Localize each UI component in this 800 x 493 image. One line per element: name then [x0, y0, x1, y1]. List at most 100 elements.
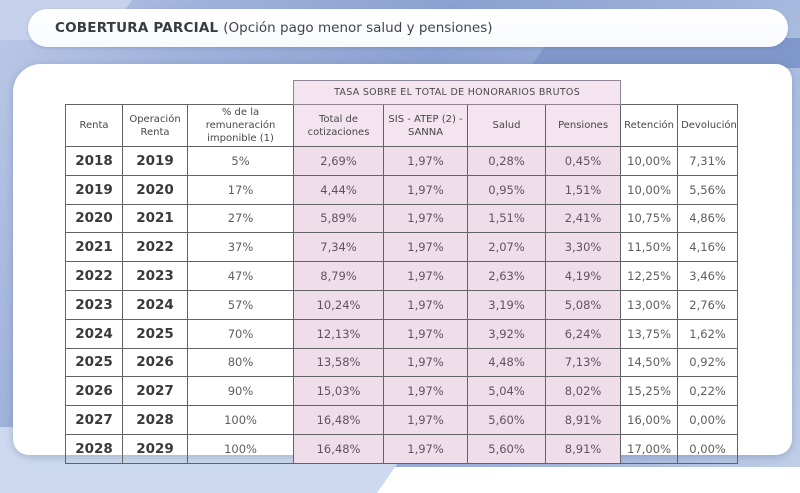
percent-cell: 5,60%	[467, 405, 547, 435]
table-row: 2018 2019 5% 2,69% 1,97% 0,28% 0,45% 10,00% 7,31…	[65, 146, 739, 176]
percent-cell: 37%	[186, 232, 295, 263]
percent-cell: 1,97%	[383, 203, 469, 234]
year-cell: 2027	[122, 376, 188, 407]
title-banner: COBERTURA PARCIAL (Opción pago menor sal…	[28, 9, 788, 47]
table-row: 2028 2029 100% 16,48% 1,97% 5,60% 8,91% 17,00% 0…	[65, 433, 739, 464]
year-cell: 2024	[122, 289, 188, 320]
percent-cell: 16,48%	[293, 405, 385, 435]
percent-cell: 0,95%	[467, 174, 547, 205]
percent-cell: 4,86%	[677, 203, 739, 234]
percent-cell: 1,97%	[383, 261, 469, 291]
column-header: Salud	[467, 104, 547, 147]
percent-cell: 27%	[186, 203, 295, 234]
percent-cell: 15,03%	[293, 376, 385, 407]
percent-cell: 4,48%	[467, 347, 547, 378]
percent-cell: 5,60%	[467, 433, 547, 464]
percent-cell: 2,69%	[293, 146, 385, 176]
percent-cell: 7,31%	[677, 146, 739, 176]
percent-cell: 3,92%	[467, 318, 547, 349]
percent-cell: 5,56%	[677, 174, 739, 205]
percent-cell: 16,00%	[620, 405, 679, 435]
percent-cell: 3,46%	[677, 261, 739, 291]
year-cell: 2023	[65, 289, 123, 320]
percent-cell: 7,34%	[293, 232, 385, 263]
year-cell: 2023	[122, 261, 188, 291]
column-header: % de la remuneración imponible (1)	[186, 104, 295, 147]
column-header: Pensiones	[545, 104, 622, 147]
percent-cell: 6,24%	[545, 318, 622, 349]
band-row: TASA SOBRE EL TOTAL DE HONORARIOS BRUTOS	[66, 80, 738, 105]
column-header: SIS - ATEP (2) - SANNA	[383, 104, 469, 147]
percent-cell: 0,22%	[677, 376, 739, 407]
percent-cell: 11,50%	[620, 232, 679, 263]
table-container: TASA SOBRE EL TOTAL DE HONORARIOS BRUTOS…	[65, 80, 739, 464]
percent-cell: 2,76%	[677, 289, 739, 320]
percent-cell: 70%	[186, 318, 295, 349]
percent-cell: 12,25%	[620, 261, 679, 291]
percent-cell: 0,00%	[677, 433, 739, 464]
page-title: COBERTURA PARCIAL	[55, 20, 219, 36]
percent-cell: 10,24%	[293, 289, 385, 320]
percent-cell: 13,00%	[620, 289, 679, 320]
percent-cell: 1,97%	[383, 347, 469, 378]
column-header: Renta	[65, 104, 123, 147]
percent-cell: 1,97%	[383, 376, 469, 407]
year-cell: 2020	[122, 174, 188, 205]
percent-cell: 1,97%	[383, 232, 469, 263]
table-row: 2024 2025 70% 12,13% 1,97% 3,92% 6,24% 13,75% 1,…	[65, 318, 739, 349]
year-cell: 2019	[65, 174, 123, 205]
year-cell: 2024	[65, 318, 123, 349]
year-cell: 2019	[122, 146, 188, 176]
percent-cell: 4,19%	[545, 261, 622, 291]
percent-cell: 10,00%	[620, 174, 679, 205]
band-spacer-right	[621, 81, 738, 105]
percent-cell: 8,02%	[545, 376, 622, 407]
percent-cell: 15,25%	[620, 376, 679, 407]
column-header: Operación Renta	[122, 104, 188, 147]
percent-cell: 0,45%	[545, 146, 622, 176]
percent-cell: 5,04%	[467, 376, 547, 407]
percent-cell: 100%	[186, 433, 295, 464]
coverage-table: TASA SOBRE EL TOTAL DE HONORARIOS BRUTOS…	[65, 80, 739, 464]
percent-cell: 13,75%	[620, 318, 679, 349]
percent-cell: 14,50%	[620, 347, 679, 378]
table-row: 2021 2022 37% 7,34% 1,97% 2,07% 3,30% 11,50% 4,1…	[65, 232, 739, 263]
table-row: 2027 2028 100% 16,48% 1,97% 5,60% 8,91% 16,00% 0…	[65, 405, 739, 435]
percent-cell: 0,28%	[467, 146, 547, 176]
percent-cell: 90%	[186, 376, 295, 407]
percent-cell: 8,79%	[293, 261, 385, 291]
year-cell: 2022	[65, 261, 123, 291]
percent-cell: 57%	[186, 289, 295, 320]
year-cell: 2028	[65, 433, 123, 464]
percent-cell: 1,97%	[383, 405, 469, 435]
percent-cell: 2,41%	[545, 203, 622, 234]
band-spacer-left	[66, 81, 294, 105]
percent-cell: 1,97%	[383, 289, 469, 320]
year-cell: 2018	[65, 146, 123, 176]
table-row: 2023 2024 57% 10,24% 1,97% 3,19% 5,08% 13,00% 2,…	[65, 289, 739, 320]
percent-cell: 7,13%	[545, 347, 622, 378]
column-header: Retención	[620, 104, 679, 147]
year-cell: 2025	[122, 318, 188, 349]
year-cell: 2026	[65, 376, 123, 407]
year-cell: 2026	[122, 347, 188, 378]
percent-cell: 1,97%	[383, 174, 469, 205]
percent-cell: 12,13%	[293, 318, 385, 349]
table-row: 2022 2023 47% 8,79% 1,97% 2,63% 4,19% 12,25% 3,4…	[65, 261, 739, 291]
table-row: 2025 2026 80% 13,58% 1,97% 4,48% 7,13% 14,50% 0,…	[65, 347, 739, 378]
column-header: Devolución	[677, 104, 739, 147]
percent-cell: 17%	[186, 174, 295, 205]
year-cell: 2020	[65, 203, 123, 234]
percent-cell: 4,44%	[293, 174, 385, 205]
percent-cell: 1,97%	[383, 146, 469, 176]
band-header: TASA SOBRE EL TOTAL DE HONORARIOS BRUTOS	[293, 80, 622, 105]
percent-cell: 3,30%	[545, 232, 622, 263]
percent-cell: 1,97%	[383, 318, 469, 349]
percent-cell: 1,62%	[677, 318, 739, 349]
year-cell: 2028	[122, 405, 188, 435]
percent-cell: 5,08%	[545, 289, 622, 320]
percent-cell: 4,16%	[677, 232, 739, 263]
table-row: 2026 2027 90% 15,03% 1,97% 5,04% 8,02% 15,25% 0,…	[65, 376, 739, 407]
year-cell: 2029	[122, 433, 188, 464]
percent-cell: 10,00%	[620, 146, 679, 176]
